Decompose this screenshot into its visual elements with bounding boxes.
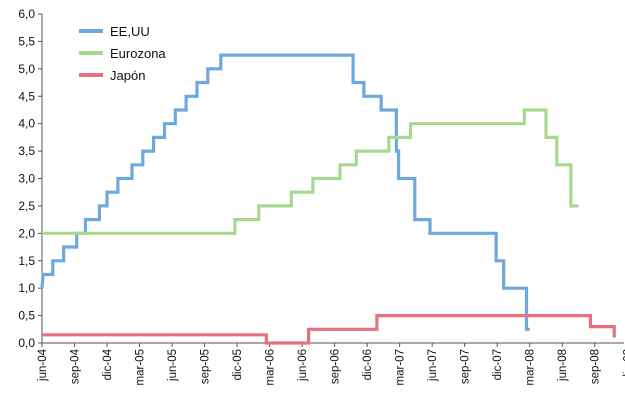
y-tick-label: 5,0 <box>18 62 35 76</box>
x-tick-label: jun-08 <box>557 349 569 382</box>
series-lines <box>40 53 616 345</box>
y-tick-label: 4,5 <box>18 89 35 103</box>
x-tick-label: jun-06 <box>297 349 309 382</box>
legend-label: Japón <box>110 68 145 83</box>
y-tick-label: 3,5 <box>18 144 35 158</box>
y-tick-label: 2,0 <box>18 226 35 240</box>
x-tick-label: dic-08 <box>622 349 625 380</box>
x-tick-label: mar-07 <box>395 349 407 385</box>
x-tick-label: dic-04 <box>102 348 114 380</box>
x-tick-label: mar-08 <box>525 349 537 385</box>
y-tick-label: 5,5 <box>18 34 35 48</box>
x-tick-label: dic-05 <box>232 349 244 380</box>
x-tick-label: dic-07 <box>492 349 504 380</box>
y-tick-label: 0,5 <box>18 309 35 323</box>
y-tick-label: 2,5 <box>18 199 35 213</box>
y-tick-label: 3,0 <box>18 172 35 186</box>
x-tick-label: sep-04 <box>70 348 82 384</box>
x-tick-label: mar-05 <box>135 349 147 385</box>
series-line-eurozona <box>42 108 579 235</box>
x-tick-label: sep-06 <box>330 349 342 384</box>
series-line-ee-uu <box>40 53 530 331</box>
x-tick-label: sep-05 <box>200 349 212 384</box>
x-tick-label: jun-07 <box>427 349 439 382</box>
y-tick-label: 4,0 <box>18 117 35 131</box>
x-tick-label: sep-08 <box>590 349 602 384</box>
x-tick-label: sep-07 <box>460 349 472 384</box>
legend-label: Eurozona <box>110 46 166 61</box>
series-line-jap-n <box>42 314 616 345</box>
x-tick-label: mar-06 <box>265 349 277 385</box>
x-axis-ticks: jun-04 sep-04 dic-04 mar-05 jun-05 sep-05 dic-… <box>37 343 625 385</box>
y-tick-label: 1,0 <box>18 281 35 295</box>
x-tick-label: dic-06 <box>362 349 374 380</box>
x-tick-label: jun-04 <box>37 348 49 382</box>
x-tick-label: jun-05 <box>167 349 179 382</box>
y-tick-label: 1,5 <box>18 254 35 268</box>
y-tick-label: 6,0 <box>18 7 35 21</box>
legend: EE,UU Eurozona Japón <box>79 24 166 83</box>
y-tick-label: 0,0 <box>18 336 35 350</box>
y-axis-ticks: 0,0 0,5 1,0 1,5 2,0 2,5 3,0 3,5 4,0 4,5 5,0 5,5 6,0 <box>18 7 42 350</box>
legend-label: EE,UU <box>110 24 150 39</box>
